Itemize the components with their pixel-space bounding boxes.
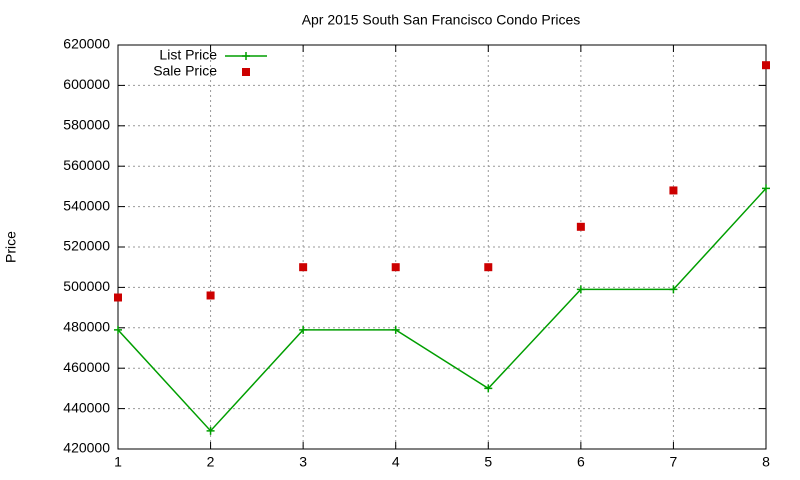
data-point — [669, 285, 678, 294]
legend-label: Sale Price — [153, 63, 217, 79]
y-tick-label: 500000 — [63, 278, 110, 294]
data-point — [484, 384, 493, 393]
x-tick-label: 3 — [299, 454, 307, 470]
x-tick-label: 2 — [207, 454, 215, 470]
y-tick-label: 480000 — [63, 319, 110, 335]
data-point — [576, 285, 585, 294]
y-tick-label: 420000 — [63, 440, 110, 456]
data-point — [206, 291, 215, 300]
y-tick-label: 600000 — [63, 76, 110, 92]
y-tick-label: 560000 — [63, 157, 110, 173]
x-tick-label: 8 — [762, 454, 770, 470]
data-point — [391, 263, 400, 272]
x-tick-label: 7 — [670, 454, 678, 470]
y-tick-label: 580000 — [63, 117, 110, 133]
data-point — [114, 293, 122, 302]
data-point — [391, 325, 400, 334]
legend-swatch — [242, 68, 250, 76]
y-tick-label: 520000 — [63, 238, 110, 254]
x-tick-label: 6 — [577, 454, 585, 470]
y-axis-label: Price — [3, 231, 19, 263]
x-tick-label: 5 — [484, 454, 492, 470]
data-point — [762, 61, 770, 70]
chart-title: Apr 2015 South San Francisco Condo Price… — [302, 12, 581, 28]
legend-swatch — [242, 52, 250, 60]
data-point — [669, 186, 678, 195]
y-tick-label: 460000 — [63, 359, 110, 375]
y-tick-label: 620000 — [63, 36, 110, 52]
x-tick-label: 1 — [114, 454, 122, 470]
series-line — [117, 187, 767, 432]
y-tick-label: 440000 — [63, 399, 110, 415]
x-tick-label: 4 — [392, 454, 400, 470]
data-point — [484, 263, 493, 272]
data-point — [114, 325, 122, 334]
data-point — [299, 263, 308, 272]
data-point — [299, 325, 308, 334]
data-point — [576, 222, 585, 231]
plot-border — [117, 44, 767, 450]
y-tick-label: 540000 — [63, 197, 110, 213]
data-point — [206, 426, 215, 435]
legend-label: List Price — [159, 47, 217, 63]
data-point — [762, 184, 770, 193]
